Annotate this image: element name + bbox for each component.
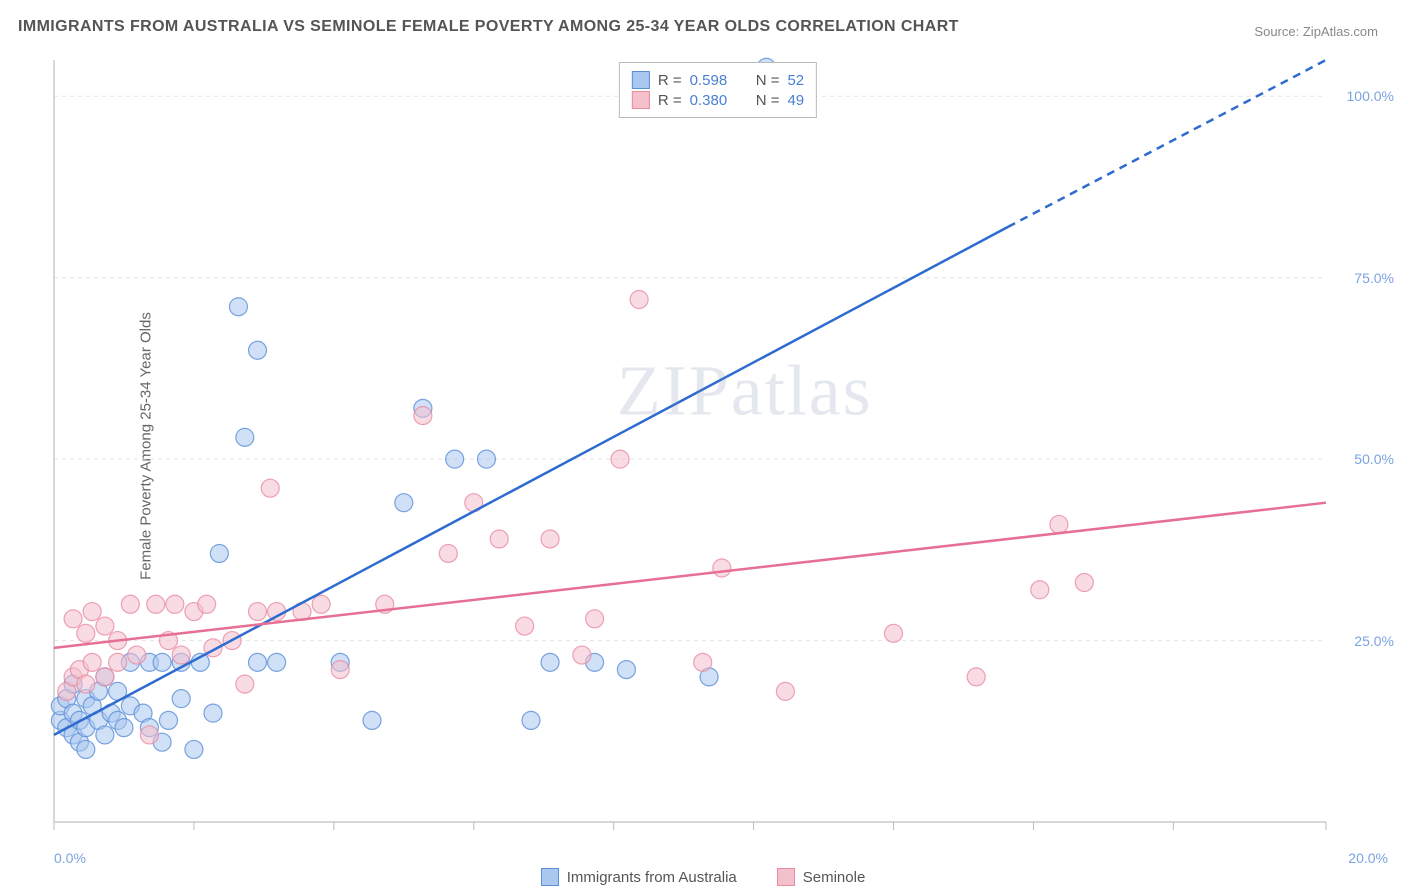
series-legend: Immigrants from Australia Seminole <box>0 868 1406 886</box>
source-link[interactable]: ZipAtlas.com <box>1303 24 1378 39</box>
y-tick-label: 100.0% <box>1347 88 1394 104</box>
source-label: Source: <box>1254 24 1299 39</box>
stats-swatch <box>632 91 650 109</box>
legend-label-series2: Seminole <box>803 869 866 886</box>
stats-swatch <box>632 71 650 89</box>
r-value: 0.380 <box>690 92 728 109</box>
r-label: R = <box>658 92 682 109</box>
x-axis-max-label: 20.0% <box>1348 850 1388 866</box>
n-value: 49 <box>787 92 804 109</box>
r-label: R = <box>658 72 682 89</box>
stats-legend-row: R = 0.598 N = 52 <box>632 71 804 89</box>
y-tick-label: 50.0% <box>1354 451 1394 467</box>
y-tick-label: 75.0% <box>1354 270 1394 286</box>
legend-item-series2: Seminole <box>777 868 866 886</box>
y-tick-label: 25.0% <box>1354 633 1394 649</box>
legend-swatch-series1 <box>541 868 559 886</box>
legend-item-series1: Immigrants from Australia <box>541 868 737 886</box>
chart-title: IMMIGRANTS FROM AUSTRALIA VS SEMINOLE FE… <box>18 18 959 36</box>
n-label: N = <box>756 92 780 109</box>
r-value: 0.598 <box>690 72 728 89</box>
x-axis-min-label: 0.0% <box>54 850 86 866</box>
n-value: 52 <box>787 72 804 89</box>
chart-svg <box>50 50 1386 862</box>
chart-area: ZIPatlas R =0.598 N =52R =0.380 N =49 <box>50 50 1386 862</box>
source-attribution: Source: ZipAtlas.com <box>1254 24 1378 39</box>
legend-swatch-series2 <box>777 868 795 886</box>
correlation-stats-legend: R = 0.598 N = 52 R = 0.380 N = 49 <box>619 62 817 118</box>
n-label: N = <box>756 72 780 89</box>
stats-legend-row: R = 0.380 N = 49 <box>632 91 804 109</box>
legend-label-series1: Immigrants from Australia <box>567 869 737 886</box>
